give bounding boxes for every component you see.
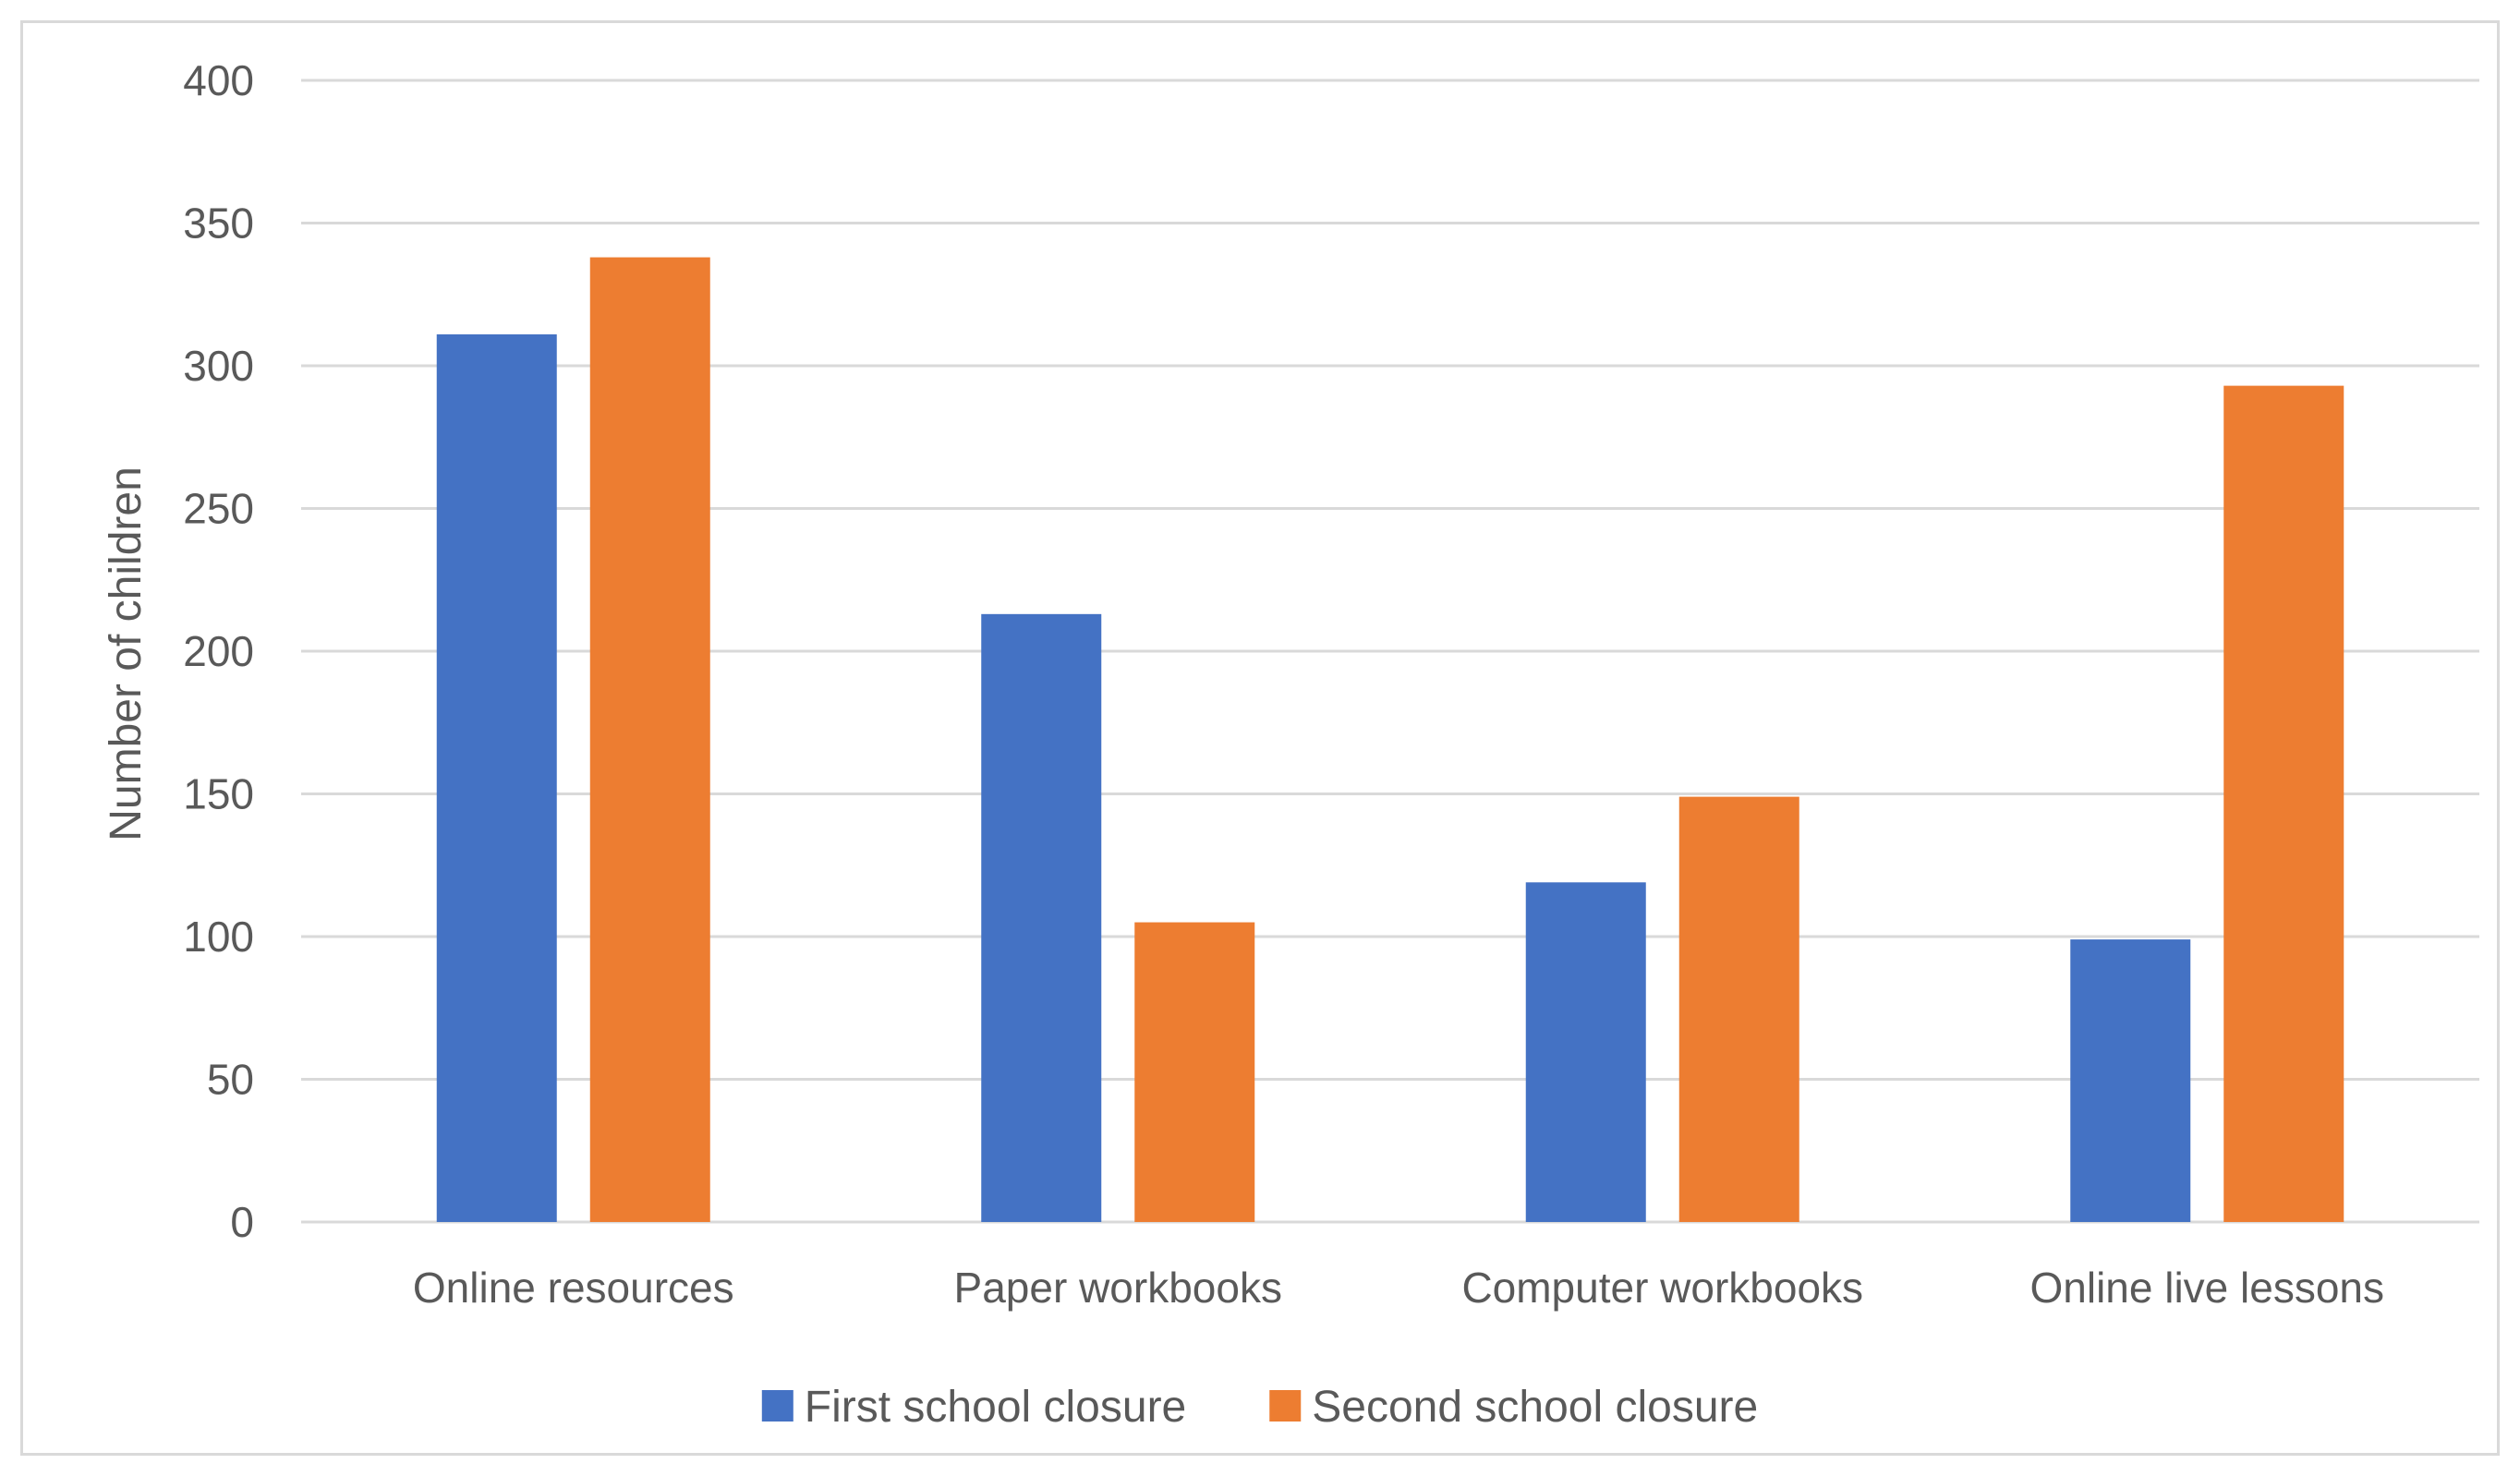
- bar-2-3: [1678, 796, 1799, 1222]
- x-category-label: Paper workbooks: [954, 1264, 1282, 1312]
- x-category-label: Computer workbooks: [1461, 1264, 1863, 1312]
- x-category-label: Online resources: [413, 1264, 734, 1312]
- bar-2-4: [2223, 385, 2344, 1222]
- bar-1-4: [2070, 939, 2191, 1222]
- bar-2-2: [1134, 922, 1255, 1222]
- y-tick-label: 350: [183, 200, 254, 248]
- y-axis-ticks: 0 50 100 150 200 250 300 350 400: [183, 56, 254, 1246]
- y-tick-label: 300: [183, 342, 254, 390]
- legend: First school closure Second school closur…: [761, 1383, 1758, 1432]
- y-axis-title: Number of children: [102, 466, 151, 841]
- legend-swatch-1: [761, 1390, 794, 1422]
- legend-swatch-2: [1269, 1390, 1302, 1422]
- y-tick-label: 100: [183, 913, 254, 961]
- y-tick-label: 200: [183, 627, 254, 675]
- legend-label-1: First school closure: [805, 1383, 1186, 1432]
- bar-2-1: [589, 257, 710, 1223]
- bar-1-3: [1525, 882, 1646, 1222]
- legend-label-2: Second school closure: [1312, 1383, 1758, 1432]
- x-category-label: Online live lessons: [2029, 1264, 2384, 1312]
- bar-1-1: [436, 334, 557, 1222]
- y-tick-label: 0: [230, 1198, 254, 1246]
- y-tick-label: 50: [207, 1056, 254, 1104]
- bar-1-2: [981, 613, 1102, 1222]
- y-tick-label: 250: [183, 485, 254, 533]
- x-axis-labels: Online resources Paper workbooks Computer …: [413, 1264, 2384, 1312]
- y-tick-label: 150: [183, 770, 254, 818]
- y-tick-label: 400: [183, 56, 254, 104]
- bars: [436, 257, 2344, 1223]
